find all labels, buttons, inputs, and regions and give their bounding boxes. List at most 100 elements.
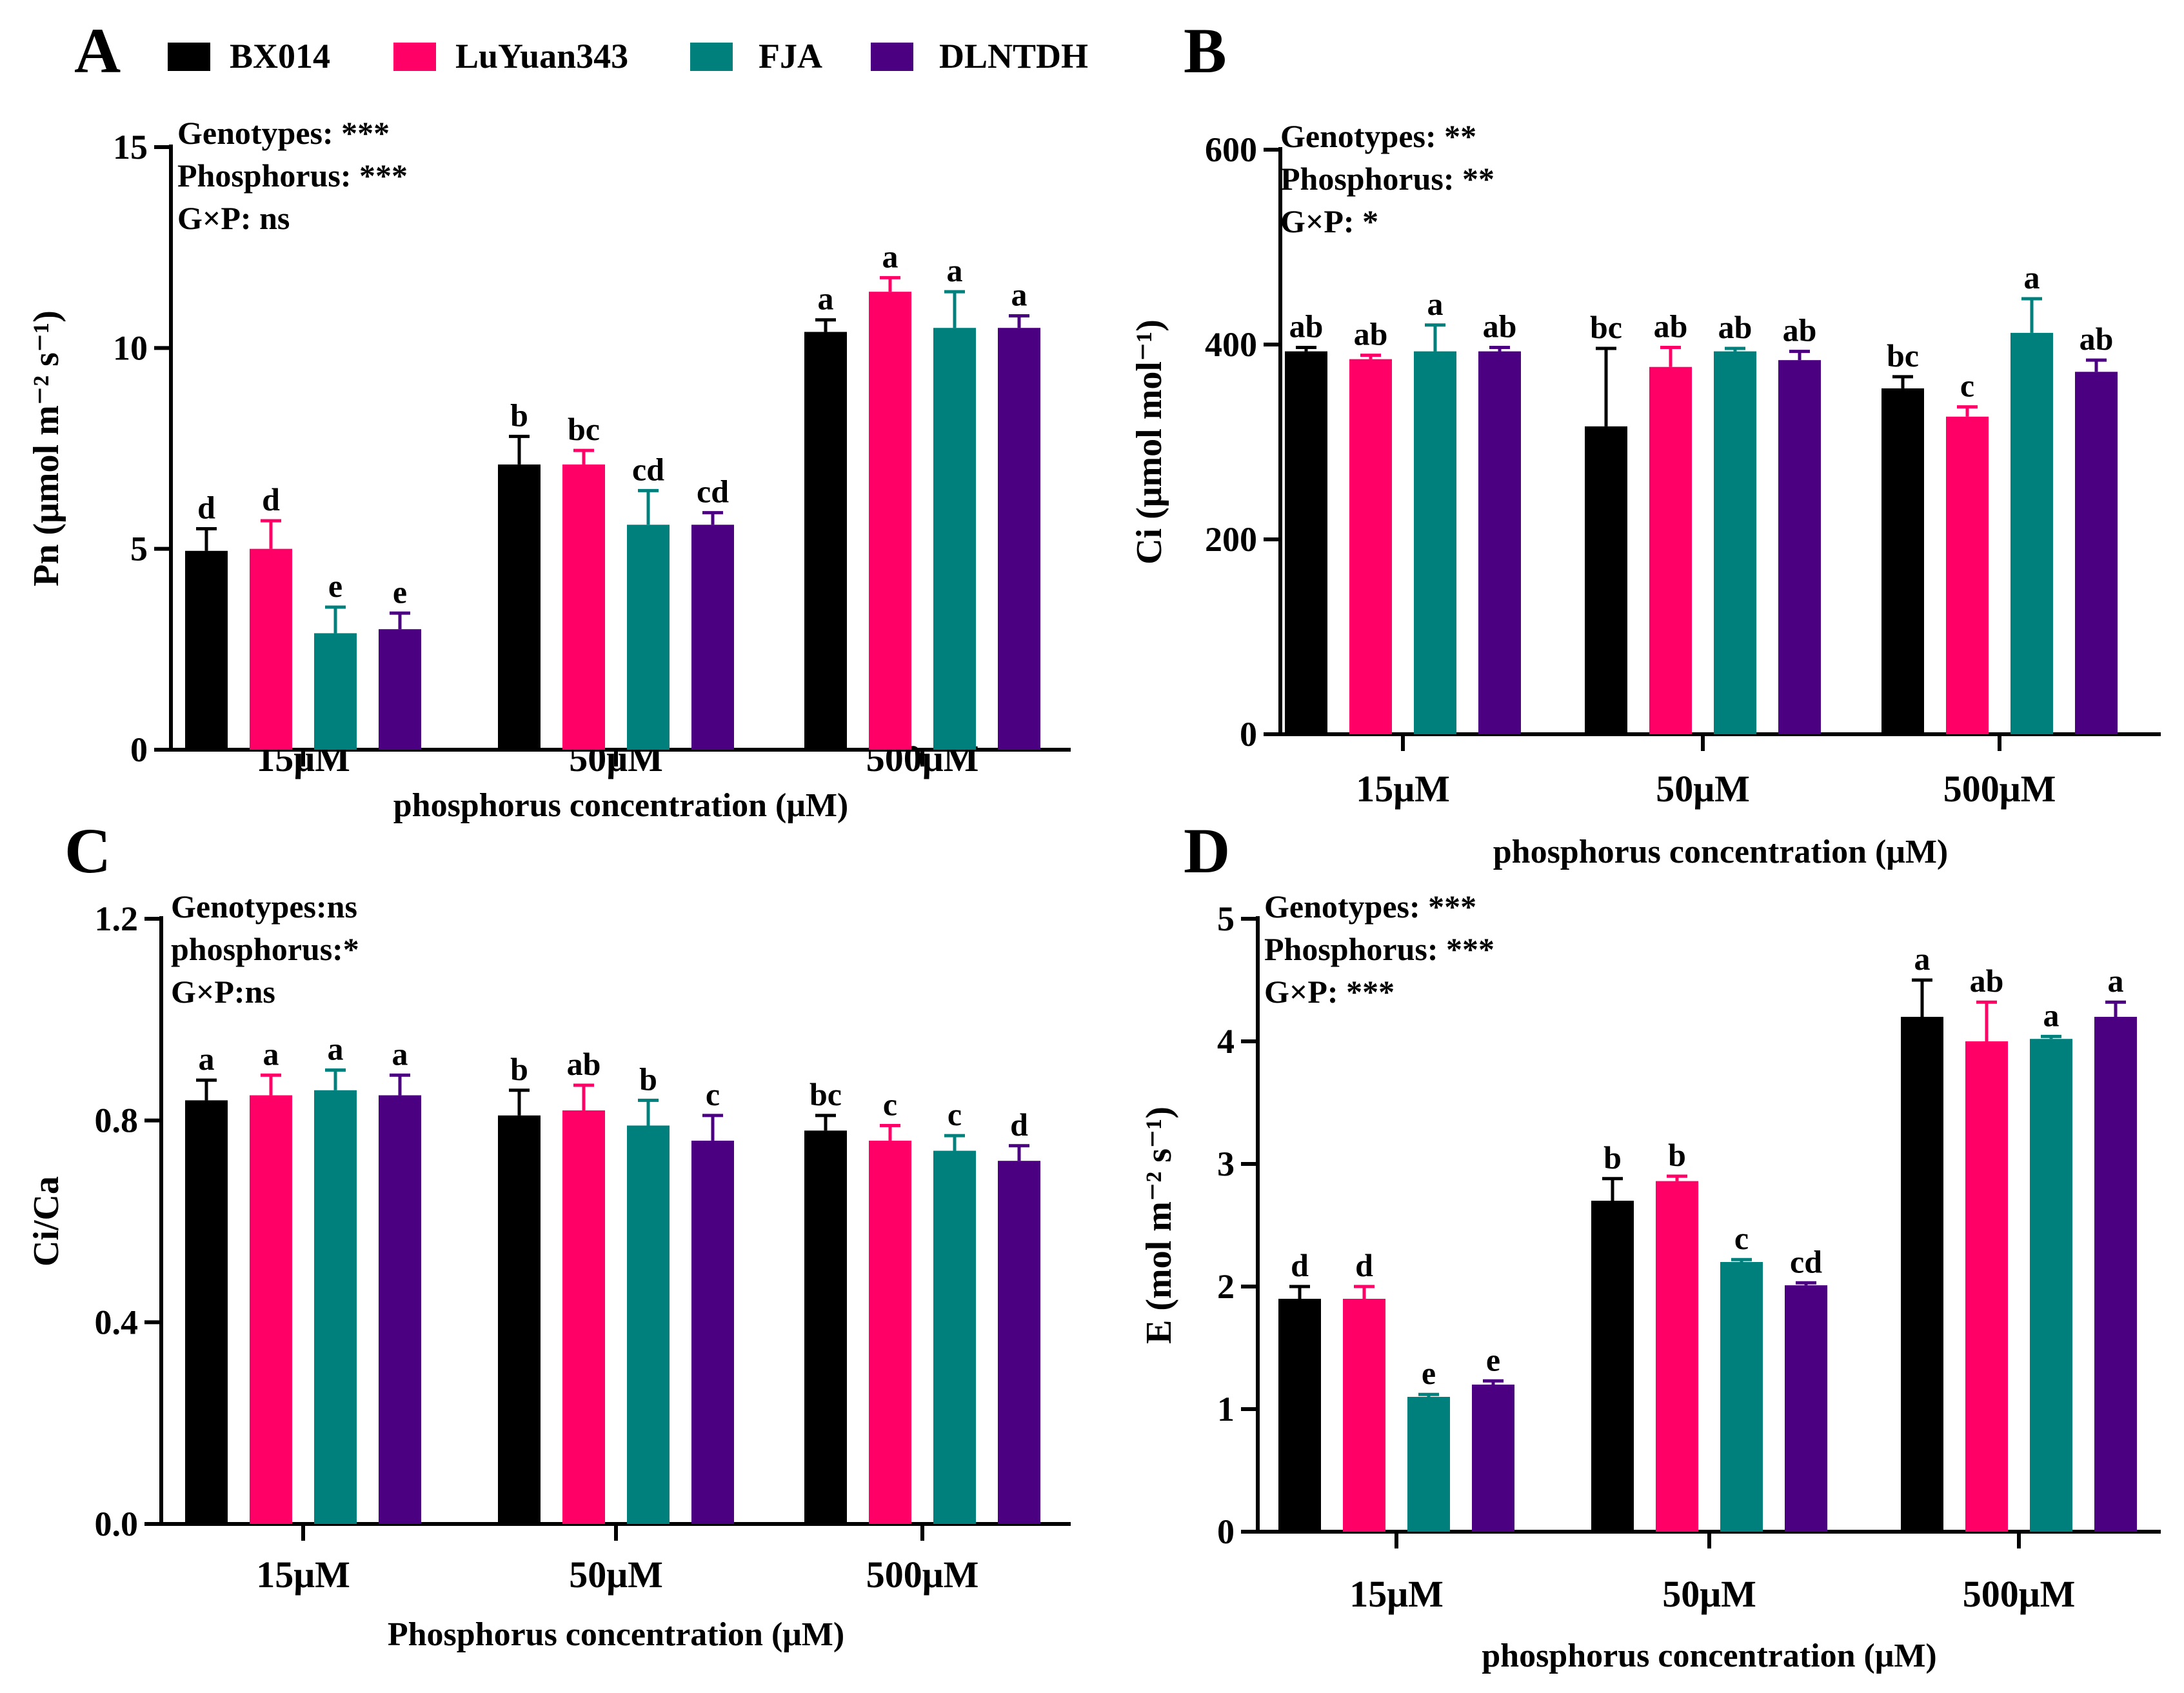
bar-luyuan343-1 bbox=[562, 464, 605, 750]
bar-fja-1 bbox=[627, 1125, 670, 1524]
bar-bx014-2 bbox=[804, 1130, 847, 1524]
x-tick-label: 500μM bbox=[1943, 768, 2056, 810]
significance-letter: c bbox=[883, 1086, 897, 1122]
bar-fja-0 bbox=[1414, 351, 1456, 734]
significance-letter: b bbox=[510, 1051, 528, 1087]
bar-dlntdh-1 bbox=[691, 1140, 734, 1524]
significance-letter: a bbox=[947, 252, 963, 288]
bar-bx014-2 bbox=[1881, 388, 1924, 734]
significance-letter: a bbox=[2043, 997, 2060, 1033]
stat-annotation: G×P:ns bbox=[171, 974, 275, 1010]
panel-letter-a: A bbox=[74, 15, 121, 86]
bar-bx014-0 bbox=[185, 550, 228, 750]
significance-letter: a bbox=[392, 1036, 408, 1072]
x-tick-label: 50μM bbox=[1662, 1573, 1756, 1615]
stat-annotation: Genotypes: *** bbox=[1264, 888, 1476, 925]
stat-annotation: Phosphorus: *** bbox=[177, 157, 408, 194]
legend-swatch-bx014 bbox=[168, 43, 210, 71]
significance-letter: cd bbox=[632, 451, 664, 487]
significance-letter: bc bbox=[568, 411, 600, 447]
significance-letter: cd bbox=[1790, 1243, 1822, 1279]
significance-letter: b bbox=[639, 1061, 657, 1097]
bar-dlntdh-1 bbox=[1778, 360, 1821, 734]
legend-swatch-dlntdh bbox=[871, 43, 913, 71]
significance-letter: e bbox=[1486, 1341, 1500, 1377]
bar-dlntdh-2 bbox=[2075, 372, 2118, 734]
legend-label-luyuan343: LuYuan343 bbox=[455, 37, 628, 75]
stat-annotation: G×P: ns bbox=[177, 200, 290, 236]
significance-letter: a bbox=[328, 1031, 344, 1067]
panel-letter-d: D bbox=[1184, 815, 1230, 887]
legend-label-bx014: BX014 bbox=[230, 37, 330, 75]
significance-letter: ab bbox=[2080, 321, 2114, 357]
y-tick-label: 0 bbox=[130, 730, 148, 769]
significance-letter: cd bbox=[697, 474, 729, 510]
legend-label-fja: FJA bbox=[759, 37, 822, 75]
legend-swatch-fja bbox=[690, 43, 733, 71]
significance-letter: d bbox=[1291, 1247, 1309, 1283]
bar-fja-1 bbox=[1714, 351, 1756, 734]
bar-luyuan343-1 bbox=[1649, 366, 1692, 734]
significance-letter: b bbox=[1668, 1137, 1686, 1173]
bar-luyuan343-1 bbox=[1656, 1181, 1698, 1532]
significance-letter: e bbox=[1422, 1355, 1436, 1391]
bar-luyuan343-2 bbox=[1965, 1041, 2008, 1532]
significance-letter: a bbox=[818, 281, 834, 317]
bar-luyuan343-2 bbox=[869, 292, 911, 750]
bar-bx014-0 bbox=[185, 1100, 228, 1524]
y-tick-label: 0.0 bbox=[95, 1505, 139, 1543]
bar-luyuan343-1 bbox=[562, 1110, 605, 1524]
significance-letter: a bbox=[2108, 963, 2124, 999]
legend-swatch-luyuan343 bbox=[393, 43, 436, 71]
stat-annotation: Genotypes: *** bbox=[177, 115, 390, 151]
bar-dlntdh-2 bbox=[2094, 1017, 2137, 1532]
significance-letter: e bbox=[393, 574, 407, 610]
x-tick-label: 50μM bbox=[1656, 768, 1750, 810]
y-axis-label: Ci/Ca bbox=[26, 1176, 66, 1267]
bar-luyuan343-2 bbox=[1946, 416, 1989, 734]
bar-fja-2 bbox=[2010, 332, 2053, 734]
x-tick-label: 500μM bbox=[1963, 1573, 2076, 1615]
x-axis-label: phosphorus concentration (μM) bbox=[393, 787, 849, 824]
y-tick-label: 600 bbox=[1205, 130, 1257, 169]
y-tick-label: 15 bbox=[113, 128, 148, 166]
significance-letter: ab bbox=[1970, 963, 2004, 999]
significance-letter: c bbox=[706, 1076, 720, 1112]
x-axis-label: Phosphorus concentration (μM) bbox=[388, 1616, 844, 1653]
significance-letter: a bbox=[1914, 941, 1931, 977]
chart-panel-b: 0 200 400 600 15μM 50μM 500μM phosphorus concen… bbox=[1129, 118, 2161, 870]
significance-letter: ab bbox=[1354, 316, 1388, 352]
x-axis-label: phosphorus concentration (μM) bbox=[1482, 1638, 1937, 1674]
significance-letter: d bbox=[1355, 1247, 1373, 1283]
y-tick-label: 1.2 bbox=[95, 899, 139, 938]
bar-bx014-0 bbox=[1285, 351, 1327, 734]
significance-letter: d bbox=[1010, 1107, 1028, 1143]
bar-bx014-2 bbox=[1901, 1017, 1943, 1532]
x-tick-label: 50μM bbox=[569, 1554, 663, 1596]
bar-luyuan343-0 bbox=[1343, 1299, 1385, 1532]
stat-annotation: Genotypes:ns bbox=[171, 888, 357, 925]
significance-letter: a bbox=[882, 238, 898, 274]
y-tick-label: 0 bbox=[1217, 1512, 1235, 1551]
panel-letter-c: C bbox=[65, 815, 111, 887]
y-tick-label: 10 bbox=[113, 328, 148, 367]
x-tick-label: 15μM bbox=[1356, 768, 1450, 810]
bar-fja-1 bbox=[1720, 1262, 1763, 1532]
bar-bx014-2 bbox=[804, 332, 847, 750]
bar-dlntdh-0 bbox=[1472, 1385, 1514, 1532]
bar-dlntdh-2 bbox=[998, 1161, 1040, 1524]
bar-bx014-1 bbox=[498, 464, 541, 750]
x-tick-label: 15μM bbox=[256, 1554, 350, 1596]
significance-letter: a bbox=[1011, 277, 1027, 313]
bar-luyuan343-0 bbox=[1349, 359, 1392, 734]
stat-annotation: Phosphorus: ** bbox=[1280, 161, 1494, 197]
significance-letter: bc bbox=[1590, 309, 1622, 345]
chart-panel-c: 0.0 0.4 0.8 1.2 15μM 50μM 500μM Phosphorus conc… bbox=[26, 888, 1071, 1653]
bar-bx014-1 bbox=[1585, 426, 1627, 734]
significance-letter: a bbox=[263, 1036, 279, 1072]
bar-fja-0 bbox=[1407, 1397, 1450, 1532]
panel-letter-b: B bbox=[1184, 15, 1227, 86]
significance-letter: ab bbox=[1483, 308, 1517, 345]
bar-luyuan343-0 bbox=[250, 548, 292, 750]
